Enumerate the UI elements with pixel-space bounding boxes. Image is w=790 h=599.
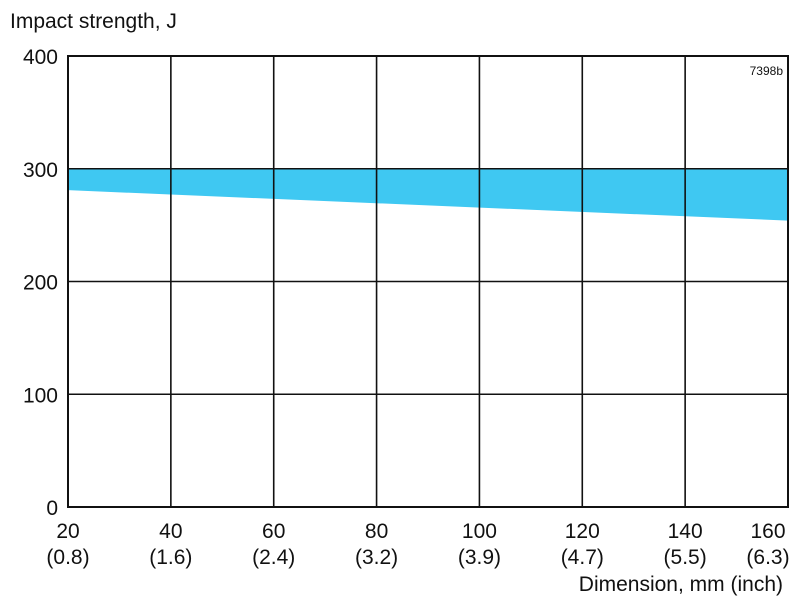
plot-frame [67, 55, 789, 508]
y-tick-label: 400 [23, 46, 58, 69]
x-tick-label: 160 [750, 520, 785, 543]
x-tick-sublabel: (3.2) [355, 546, 398, 569]
x-tick-sublabel: (1.6) [149, 546, 192, 569]
y-tick-label: 100 [23, 384, 58, 407]
x-axis-label: Dimension, mm (inch) [579, 573, 783, 596]
x-tick-sublabel: (6.3) [746, 546, 789, 569]
x-tick-sublabel: (3.9) [458, 546, 501, 569]
x-tick-sublabel: (5.5) [664, 546, 707, 569]
grid-layer [67, 55, 789, 508]
band-layer [68, 168, 788, 221]
x-tick-label: 40 [159, 520, 182, 543]
x-tick-sublabel: (4.7) [561, 546, 604, 569]
x-tick-labels: 20 (0.8) 40 (1.6) 60 (2.4) 80 (3.2) 100 (3.9) 120 (… [46, 520, 789, 569]
x-tick-label: 80 [365, 520, 388, 543]
x-tick-label: 60 [262, 520, 285, 543]
x-tick-label: 100 [462, 520, 497, 543]
y-tick-label: 200 [23, 272, 58, 295]
figure-code: 7398b [750, 64, 784, 78]
x-tick-label: 140 [668, 520, 703, 543]
y-tick-label: 0 [46, 497, 58, 520]
x-tick-label: 120 [565, 520, 600, 543]
x-tick-sublabel: (0.8) [46, 546, 89, 569]
y-axis-label: Impact strength, J [10, 10, 177, 33]
x-tick-label: 20 [56, 520, 79, 543]
y-tick-labels: 0 100 200 300 400 [23, 46, 58, 520]
impact-strength-band [68, 168, 788, 221]
x-tick-sublabel: (2.4) [252, 546, 295, 569]
y-tick-label: 300 [23, 159, 58, 182]
